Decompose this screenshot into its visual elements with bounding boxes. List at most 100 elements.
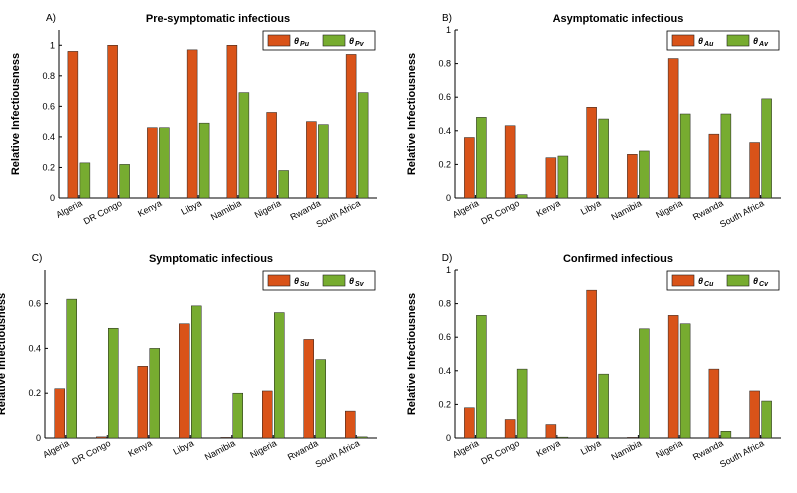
y-tick-label: 0.6 — [438, 332, 451, 342]
x-tick-label: Algeria — [54, 198, 83, 220]
bar-au-south-africa — [749, 142, 760, 199]
x-tick-label: DR Congo — [82, 198, 124, 227]
y-tick-label: 0.8 — [438, 59, 451, 69]
bar-sv-nigeria — [274, 312, 285, 439]
bar-sv-algeria — [66, 298, 77, 439]
bar-cv-south-africa — [761, 400, 772, 439]
x-tick-label: Nigeria — [248, 438, 278, 460]
y-tick-label: 0.4 — [28, 343, 41, 353]
y-tick-label: 0.8 — [42, 71, 55, 81]
bar-sv-libya — [191, 305, 202, 439]
legend-swatch-pv — [322, 34, 346, 47]
legend-swatch-su — [267, 274, 291, 287]
bar-cv-namibia — [639, 328, 650, 439]
panel-label: D) — [442, 253, 453, 264]
x-tick-label: South Africa — [315, 198, 363, 230]
panel-label: B) — [442, 13, 452, 24]
x-tick-label: South Africa — [718, 438, 766, 470]
bar-cu-dr-congo — [504, 419, 516, 439]
y-tick-label: 0 — [50, 193, 55, 203]
bar-av-dr-congo — [516, 194, 528, 199]
legend-box — [666, 30, 780, 51]
x-tick-label: Algeria — [451, 438, 480, 460]
legend-swatch-av — [726, 34, 750, 47]
x-tick-label: Algeria — [451, 198, 480, 220]
chart-title: Confirmed infectious — [563, 253, 673, 265]
y-tick-label: 0 — [36, 433, 41, 443]
x-tick-label: DR Congo — [479, 438, 521, 467]
bar-pv-rwanda — [318, 124, 329, 199]
y-tick-label: 0.4 — [438, 126, 451, 136]
bar-pu-south-africa — [345, 54, 357, 199]
y-axis-label: Relative Infectiousness — [0, 293, 8, 415]
bar-pu-nigeria — [266, 112, 277, 199]
chart-title: Asymptomatic infectious — [553, 13, 684, 25]
x-tick-label: Libya — [579, 438, 603, 457]
y-axis-label: Relative Infectiousness — [406, 53, 418, 175]
bar-sv-namibia — [232, 392, 243, 439]
y-tick-label: 0.6 — [28, 299, 41, 309]
bar-pv-namibia — [238, 92, 250, 199]
bar-av-nigeria — [679, 113, 691, 199]
bar-pu-libya — [186, 49, 198, 199]
bar-su-algeria — [54, 388, 65, 439]
bar-pv-algeria — [79, 162, 91, 199]
bar-pu-algeria — [67, 51, 79, 199]
bar-cv-libya — [598, 373, 609, 439]
legend-swatch-cu — [671, 274, 695, 287]
x-tick-label: DR Congo — [70, 438, 112, 467]
x-tick-label: Libya — [579, 198, 603, 217]
legend-swatch-pu — [267, 34, 291, 47]
bar-au-kenya — [545, 157, 557, 199]
x-tick-label: Namibia — [609, 198, 643, 222]
bar-cu-algeria — [464, 407, 475, 439]
y-tick-label: 0.6 — [438, 92, 451, 102]
y-tick-label: 0.4 — [438, 366, 451, 376]
bar-cu-namibia — [627, 437, 638, 439]
y-tick-label: 0.2 — [28, 388, 41, 398]
x-tick-label: Kenya — [535, 198, 562, 219]
bar-su-kenya — [137, 366, 148, 439]
legend-swatch-sv — [322, 274, 346, 287]
x-tick-label: Namibia — [209, 198, 243, 222]
bar-sv-rwanda — [315, 359, 326, 439]
x-tick-label: Algeria — [41, 438, 70, 460]
bar-av-rwanda — [720, 113, 732, 199]
y-axis-label: Relative Infectiousness — [406, 293, 418, 415]
x-tick-label: Kenya — [136, 198, 163, 219]
x-tick-label: Rwanda — [691, 198, 725, 222]
y-tick-label: 0.4 — [42, 132, 55, 142]
x-tick-label: Rwanda — [286, 438, 320, 462]
legend-swatch-cv — [726, 274, 750, 287]
x-tick-label: Rwanda — [691, 438, 725, 462]
bar-au-algeria — [464, 137, 475, 199]
y-axis-label: Relative Infectiousness — [10, 53, 22, 175]
x-tick-label: Namibia — [609, 438, 643, 462]
x-tick-label: Namibia — [203, 438, 237, 462]
y-tick-label: 0.2 — [42, 162, 55, 172]
x-tick-label: Kenya — [535, 438, 562, 459]
x-tick-label: Kenya — [126, 438, 153, 459]
y-tick-label: 0.2 — [438, 399, 451, 409]
panel-label: C) — [32, 253, 43, 264]
bar-cv-algeria — [476, 315, 487, 439]
y-tick-label: 1 — [446, 25, 451, 35]
x-tick-label: Libya — [171, 438, 195, 457]
bar-cu-south-africa — [749, 390, 760, 439]
x-tick-label: Libya — [179, 198, 203, 217]
bar-pu-rwanda — [306, 121, 317, 199]
y-tick-label: 0 — [446, 433, 451, 443]
y-tick-label: 0.8 — [438, 299, 451, 309]
x-tick-label: Nigeria — [654, 198, 684, 220]
y-tick-label: 0.6 — [42, 101, 55, 111]
y-tick-label: 1 — [446, 265, 451, 275]
legend-swatch-au — [671, 34, 695, 47]
bar-pv-south-africa — [357, 92, 369, 199]
bar-pv-dr-congo — [119, 164, 130, 199]
chart-title: Symptomatic infectious — [149, 253, 273, 265]
bar-av-libya — [598, 118, 609, 199]
x-tick-label: DR Congo — [479, 198, 521, 227]
